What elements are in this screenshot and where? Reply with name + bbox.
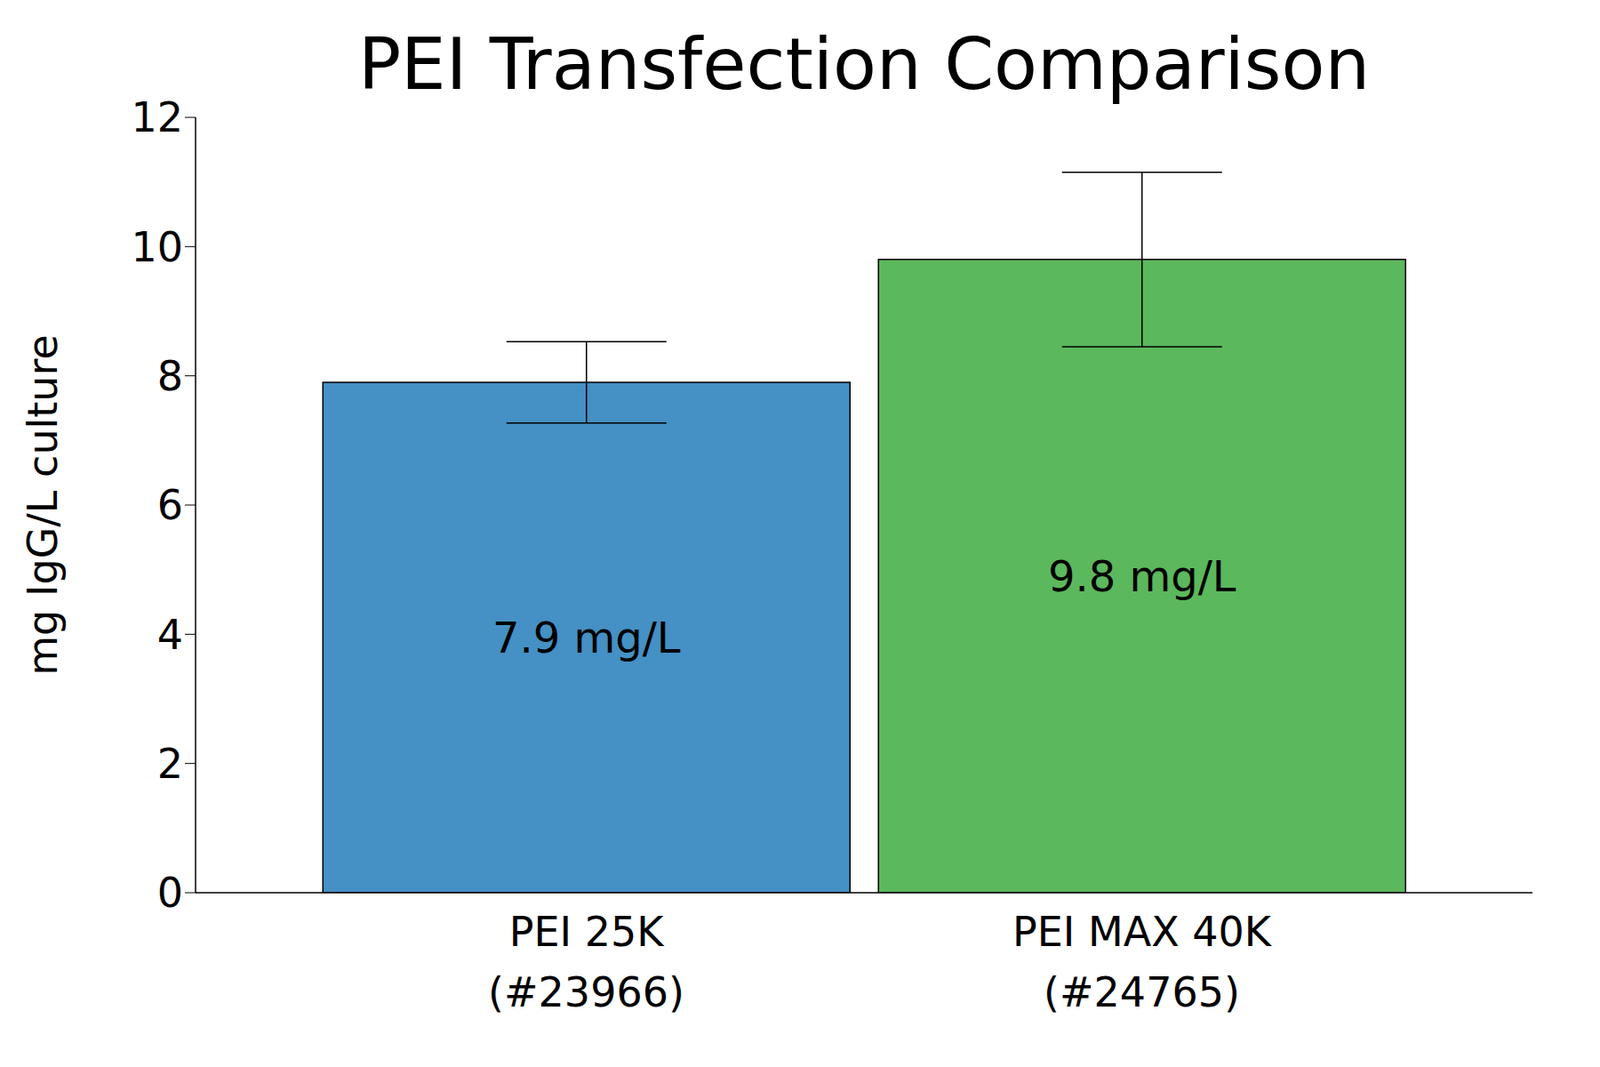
svg-text:2: 2 — [157, 739, 184, 788]
svg-text:9.8 mg/L: 9.8 mg/L — [1048, 551, 1237, 601]
svg-text:mg IgG/L culture: mg IgG/L culture — [18, 334, 67, 675]
svg-text:6: 6 — [157, 480, 184, 529]
svg-text:PEI MAX 40K(#24765): PEI MAX 40K(#24765) — [1012, 907, 1273, 1016]
svg-text:7.9 mg/L: 7.9 mg/L — [492, 612, 681, 663]
svg-text:12: 12 — [130, 93, 184, 142]
svg-text:10: 10 — [130, 223, 184, 272]
html-text:PEI Transfection Comparison: PEI Transfection Comparison — [358, 23, 1370, 106]
svg-text:0: 0 — [157, 868, 184, 917]
svg-text:4: 4 — [157, 610, 184, 659]
svg-text:PEI 25K(#23966): PEI 25K(#23966) — [488, 907, 685, 1016]
svg-text:8: 8 — [157, 352, 184, 400]
